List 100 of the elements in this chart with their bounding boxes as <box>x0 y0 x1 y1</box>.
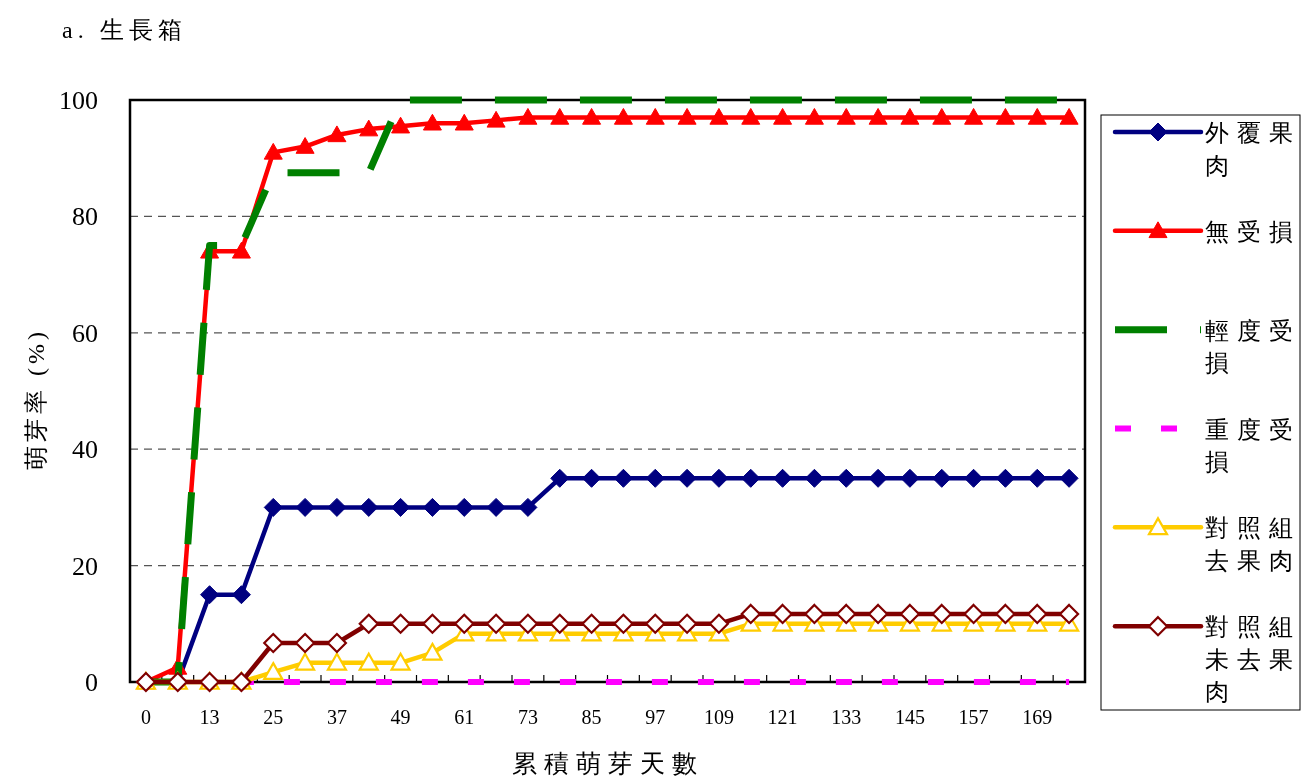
point <box>741 468 761 488</box>
point <box>231 241 251 259</box>
point <box>995 107 1015 125</box>
point <box>550 107 570 125</box>
point <box>645 107 665 125</box>
point <box>295 137 315 154</box>
point <box>549 613 570 634</box>
point <box>326 652 348 671</box>
point <box>263 497 283 517</box>
point <box>422 497 442 517</box>
point <box>294 652 316 671</box>
point <box>518 497 538 517</box>
x-tick-label: 97 <box>645 706 666 728</box>
x-tick-label: 145 <box>894 706 925 728</box>
point <box>454 113 474 131</box>
x-tick-label: 61 <box>454 706 475 728</box>
point <box>677 468 697 488</box>
point <box>676 613 698 634</box>
point <box>390 613 411 634</box>
point <box>391 116 411 134</box>
point <box>708 613 730 634</box>
x-tick-label: 109 <box>703 706 734 728</box>
point <box>422 642 443 661</box>
point <box>964 107 984 125</box>
legend-label: 重度受損 <box>1205 416 1301 475</box>
legend-label: 對照組去果肉 <box>1205 515 1301 574</box>
point <box>1058 603 1080 625</box>
point <box>485 613 507 634</box>
point <box>868 107 888 125</box>
legend-label: 輕度受損 <box>1205 317 1301 377</box>
point <box>773 107 793 125</box>
point <box>836 603 857 625</box>
point <box>709 107 729 125</box>
point <box>550 468 570 488</box>
x-tick-label: 37 <box>326 706 347 728</box>
point <box>772 603 793 625</box>
point <box>581 613 602 634</box>
point <box>932 107 952 125</box>
y-tick-label: 80 <box>72 202 98 232</box>
x-tick-label: 157 <box>958 706 989 728</box>
legend-label: 無受損 <box>1205 218 1301 245</box>
point <box>899 603 921 625</box>
point <box>422 613 443 634</box>
title: a. 生長箱 <box>62 17 187 43</box>
point <box>200 585 220 605</box>
point <box>486 110 506 128</box>
point <box>868 468 888 488</box>
point <box>1027 107 1047 125</box>
point <box>613 468 633 488</box>
x-tick-label: 0 <box>140 706 151 728</box>
point <box>613 613 634 634</box>
point <box>231 585 251 605</box>
xlabel: 累積萌芽天數 <box>511 750 704 777</box>
point <box>804 468 824 488</box>
point <box>294 632 316 654</box>
point <box>454 613 475 634</box>
point <box>518 107 538 125</box>
point <box>326 632 348 654</box>
point <box>263 662 284 680</box>
x-tick-label: 85 <box>581 706 602 728</box>
legend-label: 對照組未去果肉 <box>1205 614 1301 706</box>
point <box>327 125 347 143</box>
point <box>359 497 379 517</box>
point <box>486 497 506 517</box>
point <box>1059 107 1079 125</box>
point <box>263 632 284 654</box>
point <box>867 603 889 625</box>
point <box>645 468 665 488</box>
point <box>836 468 856 488</box>
point <box>932 468 952 488</box>
point <box>836 107 856 125</box>
point <box>900 468 920 488</box>
y-tick-label: 0 <box>85 668 98 697</box>
x-tick-label: 49 <box>390 706 411 728</box>
y-tick-label: 40 <box>72 435 98 465</box>
point <box>995 603 1016 625</box>
point <box>709 468 729 488</box>
point <box>327 497 347 517</box>
legend-label: 外覆果肉 <box>1205 120 1301 179</box>
point <box>582 468 602 488</box>
x-tick-label: 25 <box>263 706 284 728</box>
x-tick-label: 133 <box>831 706 862 728</box>
point <box>741 107 761 125</box>
point <box>1027 603 1048 625</box>
point <box>1027 468 1047 488</box>
point <box>358 652 379 671</box>
point <box>773 468 793 488</box>
point <box>613 107 633 125</box>
point <box>645 613 666 634</box>
point <box>390 652 411 671</box>
point <box>1059 468 1079 488</box>
point <box>391 497 411 517</box>
y-tick-label: 60 <box>72 318 98 348</box>
point <box>931 603 952 625</box>
point <box>677 107 697 125</box>
point <box>295 497 315 517</box>
point <box>804 603 825 625</box>
point <box>359 119 379 137</box>
point <box>422 113 442 131</box>
ylabel: 萌芽率 (%) <box>23 328 49 470</box>
